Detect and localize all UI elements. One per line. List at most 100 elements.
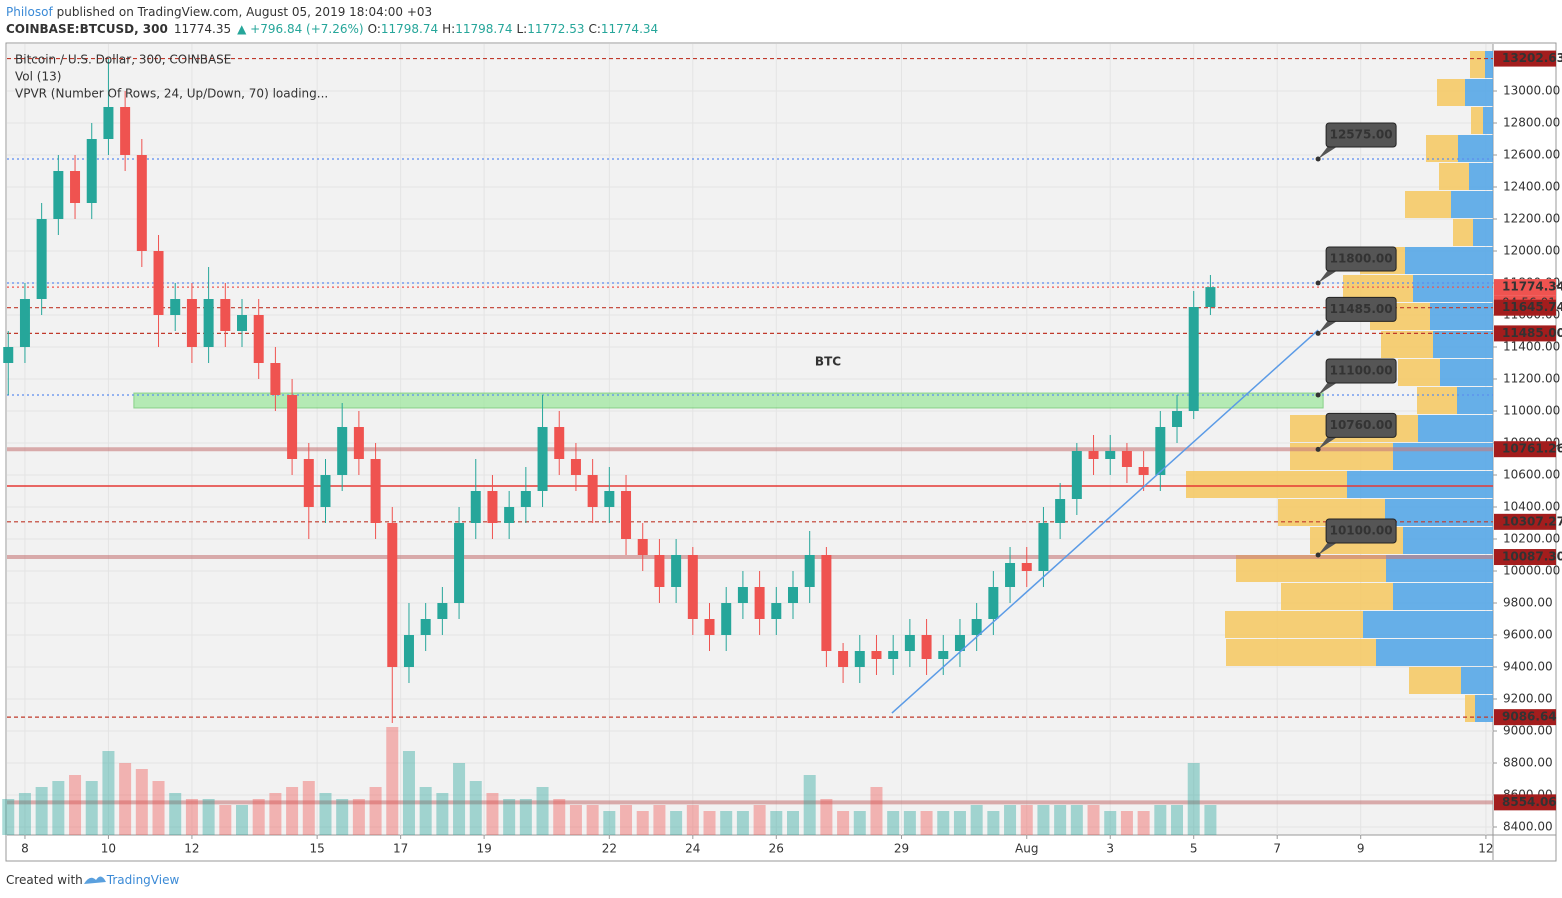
price-axis-marker-label: 10307.27 bbox=[1502, 514, 1562, 528]
volume-bar bbox=[18, 793, 31, 835]
profile-down bbox=[1437, 79, 1465, 106]
volume-bar bbox=[35, 787, 48, 835]
volume-bar bbox=[770, 811, 783, 835]
candle-body bbox=[604, 491, 615, 507]
callout-anchor bbox=[1315, 392, 1321, 398]
volume-bar bbox=[837, 811, 850, 835]
volume-bar bbox=[970, 805, 983, 835]
candle-body bbox=[153, 251, 164, 315]
profile-down bbox=[1471, 107, 1483, 134]
profile-up bbox=[1363, 611, 1493, 638]
volume-bar bbox=[169, 793, 182, 835]
candle-body bbox=[1021, 563, 1032, 571]
price-axis-marker bbox=[1494, 299, 1556, 316]
profile-up bbox=[1461, 667, 1493, 694]
callout-label: 12575.00 bbox=[1330, 128, 1393, 142]
support-zone bbox=[133, 392, 1324, 409]
price-axis-marker bbox=[1494, 325, 1556, 342]
volume-bar bbox=[753, 805, 766, 835]
candle-body bbox=[1188, 307, 1199, 411]
candle-body bbox=[3, 347, 14, 363]
volume-bar bbox=[453, 763, 466, 835]
candle-body bbox=[954, 635, 965, 651]
profile-down bbox=[1281, 583, 1393, 610]
brand[interactable]: TradingView bbox=[106, 873, 180, 887]
volume-bar bbox=[302, 781, 315, 835]
x-tick-label: 8 bbox=[21, 842, 29, 856]
x-tick-label: 24 bbox=[685, 842, 700, 856]
price-axis-marker-label: 8554.06 bbox=[1502, 795, 1557, 809]
volume-bar bbox=[352, 799, 365, 835]
candle-body bbox=[754, 587, 765, 619]
candle-body bbox=[771, 603, 782, 619]
ohlc-label: O: bbox=[368, 22, 381, 36]
quote-line: COINBASE:BTCUSD, 300 11774.35 ▲ +796.84 (+… bbox=[6, 22, 658, 36]
candle-body bbox=[487, 491, 498, 523]
symbol: COINBASE:BTCUSD, 300 bbox=[6, 22, 168, 36]
candle-body bbox=[170, 299, 181, 315]
volume-bar bbox=[820, 799, 833, 835]
candle-body bbox=[1055, 499, 1066, 523]
y-tick-label: 8400.00 bbox=[1503, 820, 1553, 834]
x-tick-label: 17 bbox=[393, 842, 408, 856]
candle-body bbox=[704, 619, 715, 635]
candle-body bbox=[470, 491, 481, 523]
x-tick-label: 26 bbox=[769, 842, 784, 856]
callout-box bbox=[1325, 296, 1397, 322]
candle-body bbox=[504, 507, 515, 523]
price-axis-marker bbox=[1494, 279, 1556, 296]
candle-body bbox=[420, 619, 431, 635]
price-axis-marker-label: 10087.30 bbox=[1502, 550, 1562, 564]
profile-up bbox=[1403, 527, 1493, 554]
candle-body bbox=[654, 555, 665, 587]
volume-bar bbox=[119, 763, 132, 835]
y-tick-label: 10400.00 bbox=[1503, 500, 1560, 514]
profile-up bbox=[1485, 51, 1493, 78]
candle-body bbox=[1138, 467, 1149, 475]
volume-bar bbox=[686, 805, 699, 835]
candle-body bbox=[804, 555, 815, 587]
volume-bar bbox=[369, 787, 382, 835]
header-line: Philosof published on TradingView.com, Au… bbox=[6, 5, 432, 19]
volume-bar bbox=[219, 805, 232, 835]
callout-pointer bbox=[1318, 146, 1339, 159]
ohlc-label: H: bbox=[442, 22, 455, 36]
candle-body bbox=[554, 427, 565, 459]
candle-body bbox=[36, 219, 47, 299]
volume-bar bbox=[52, 781, 65, 835]
candle-body bbox=[353, 427, 364, 459]
candle-body bbox=[904, 635, 915, 651]
volume-bar bbox=[903, 811, 916, 835]
callout-anchor bbox=[1315, 446, 1321, 452]
x-tick-label: 15 bbox=[309, 842, 324, 856]
legend-entry: Vol (13) bbox=[15, 70, 61, 84]
volume-bar bbox=[786, 811, 799, 835]
volume-bar bbox=[1037, 805, 1050, 835]
candle-body bbox=[53, 171, 64, 219]
volume-bar bbox=[1070, 805, 1083, 835]
candle-body bbox=[403, 635, 414, 667]
candle-body bbox=[120, 107, 131, 155]
volume-bar bbox=[920, 811, 933, 835]
volume-bar bbox=[402, 751, 415, 835]
volume-bar bbox=[736, 811, 749, 835]
callout-anchor bbox=[1315, 330, 1321, 336]
volume-bar bbox=[135, 769, 148, 835]
candle-body bbox=[988, 587, 999, 619]
ohlc-label: L: bbox=[516, 22, 527, 36]
profile-down bbox=[1453, 219, 1473, 246]
candle-body bbox=[203, 299, 214, 347]
author[interactable]: Philosof bbox=[6, 5, 53, 19]
volume-bar bbox=[853, 811, 866, 835]
callout-box bbox=[1325, 518, 1397, 544]
price-axis-marker-label: 11645.74 bbox=[1502, 300, 1562, 314]
volume-bar bbox=[236, 805, 249, 835]
profile-up bbox=[1465, 79, 1493, 106]
y-tick-label: 12000.00 bbox=[1503, 244, 1560, 258]
profile-down bbox=[1470, 51, 1485, 78]
candle-body bbox=[454, 523, 465, 603]
price: 11774.35 bbox=[174, 22, 231, 36]
callout-label: 10100.00 bbox=[1330, 524, 1393, 538]
volume-bar bbox=[486, 793, 499, 835]
